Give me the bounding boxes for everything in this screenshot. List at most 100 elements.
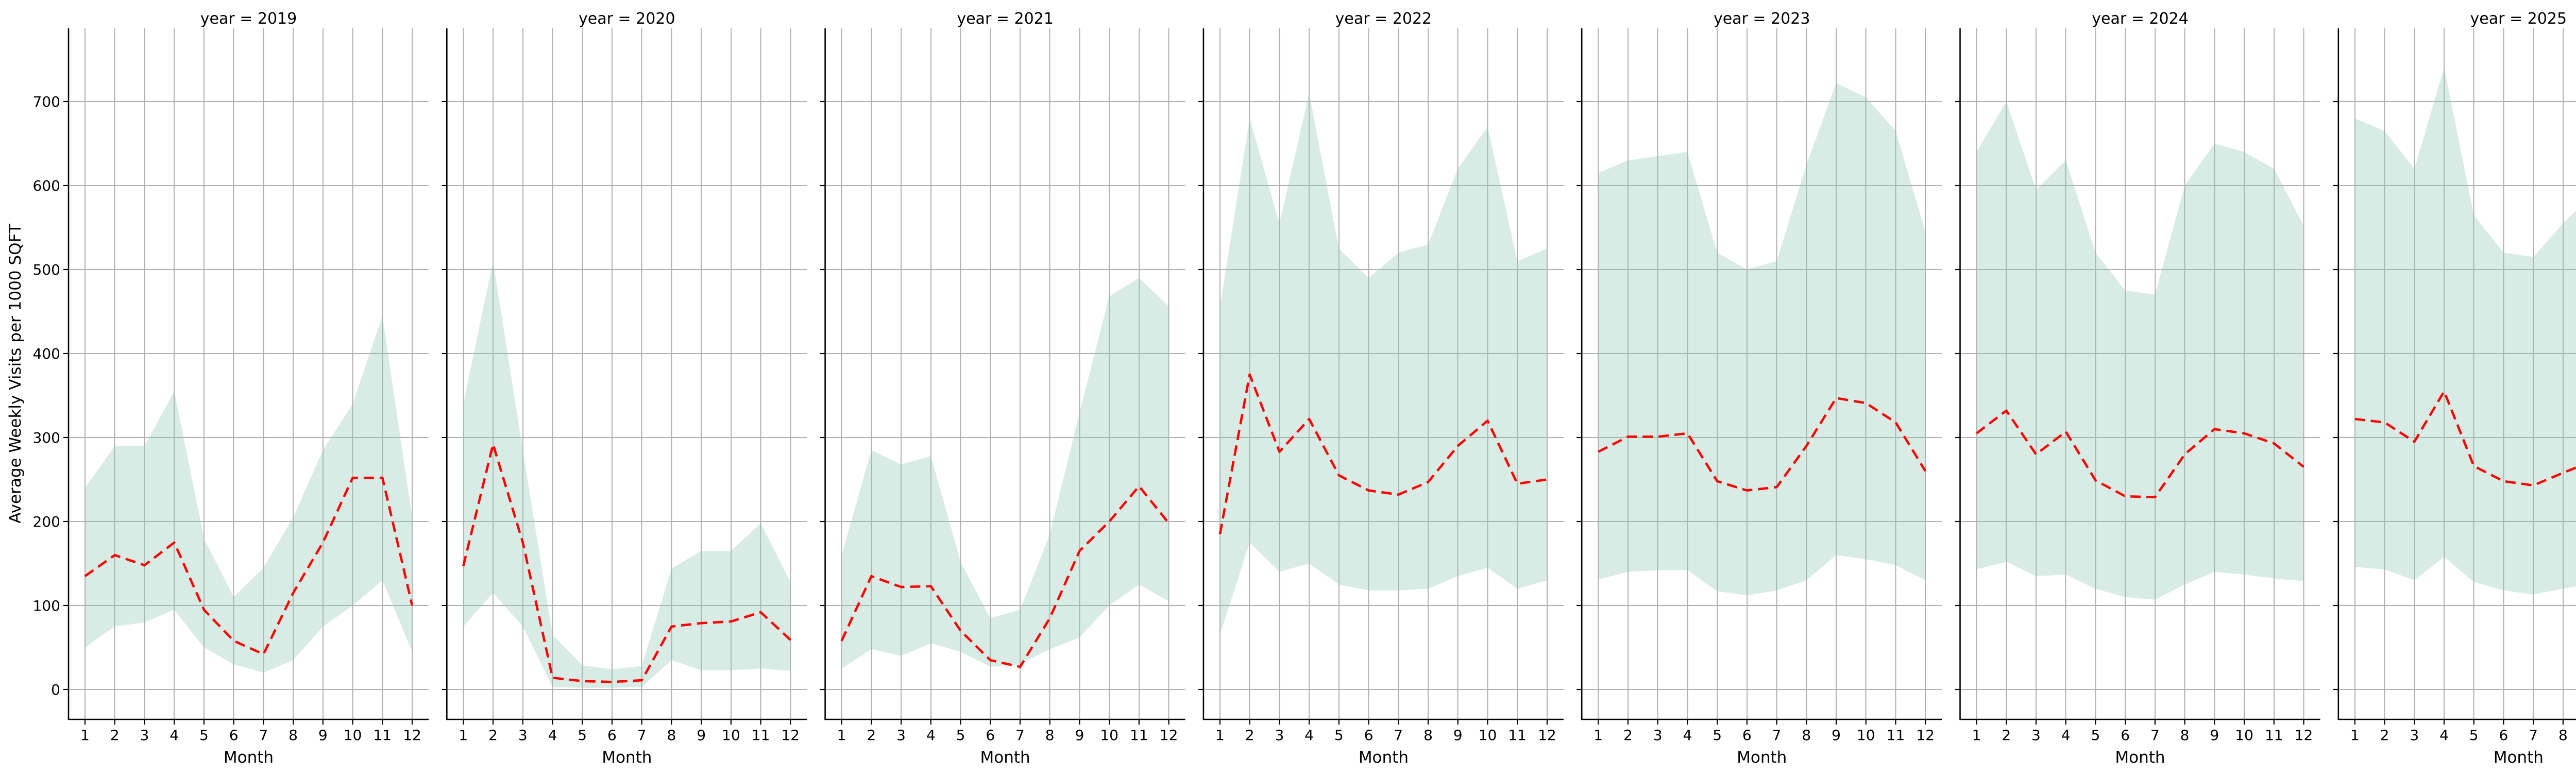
tick-marks-2024 [1955, 100, 2304, 725]
percentile-band-2024 [1976, 102, 2304, 600]
x-tick-label: 6 [2121, 727, 2130, 744]
x-tick-label: 6 [986, 727, 995, 744]
x-axis-label-2019: Month [224, 748, 274, 767]
x-tick-label: 10 [2235, 727, 2253, 744]
x-tick-label: 9 [2210, 727, 2219, 744]
facet-panel-2019: 1 2 3 4 5 6 7 8 9 10 11 120100200300400500600700yea… [33, 10, 429, 767]
tick-marks-2020 [442, 100, 791, 725]
y-tick-labels: 0 100 200 300 400 500 600 700 [33, 93, 60, 698]
tick-marks-2023 [1577, 100, 1926, 725]
y-tick-label: 300 [33, 429, 60, 446]
facet-title-2019: year = 2019 [200, 10, 297, 28]
y-tick-label: 100 [33, 597, 60, 614]
x-tick-labels-2024: 1 2 3 4 5 6 7 8 9 10 11 12 [1972, 727, 2313, 744]
x-tick-label: 12 [1916, 727, 1935, 744]
x-tick-label: 8 [1423, 727, 1433, 744]
x-tick-label: 4 [926, 727, 936, 744]
gridlines-2025 [2338, 28, 2576, 719]
x-tick-label: 5 [2091, 727, 2100, 744]
facet-title-2025: year = 2025 [2470, 10, 2567, 28]
median-line-2019 [84, 476, 414, 656]
gridlines-2023 [1582, 28, 1942, 719]
x-tick-label: 1 [1594, 727, 1603, 744]
x-tick-label: 5 [2469, 727, 2479, 744]
x-tick-labels-2022: 1 2 3 4 5 6 7 8 9 10 11 12 [1215, 727, 1556, 744]
x-tick-label: 6 [1742, 727, 1752, 744]
x-tick-label: 7 [259, 727, 268, 744]
x-tick-label: 12 [781, 727, 800, 744]
x-tick-label: 4 [548, 727, 557, 744]
percentile-band-2019 [85, 315, 412, 673]
facet-title-2024: year = 2024 [2092, 10, 2189, 28]
x-tick-label: 7 [1772, 727, 1782, 744]
gridlines-2024 [1960, 28, 2320, 719]
x-tick-label: 12 [403, 727, 421, 744]
x-tick-label: 3 [896, 727, 906, 744]
x-tick-label: 5 [199, 727, 209, 744]
percentile-band-2022 [1219, 93, 1547, 635]
x-tick-label: 5 [1713, 727, 1722, 744]
facet-title-2023: year = 2023 [1714, 10, 1810, 28]
x-tick-label: 9 [1075, 727, 1084, 744]
tick-marks-2025 [2333, 100, 2564, 725]
x-tick-label: 10 [344, 727, 362, 744]
x-axis-label-2024: Month [2115, 748, 2165, 767]
x-tick-label: 5 [1334, 727, 1344, 744]
x-tick-label: 6 [2499, 727, 2509, 744]
percentile-band-2021 [841, 278, 1169, 669]
x-tick-label: 5 [956, 727, 965, 744]
x-tick-label: 7 [2529, 727, 2538, 744]
x-tick-label: 1 [80, 727, 90, 744]
facet-title-2022: year = 2022 [1335, 10, 1432, 28]
x-tick-label: 12 [1160, 727, 1178, 744]
x-tick-label: 5 [578, 727, 587, 744]
x-tick-label: 2 [2380, 727, 2389, 744]
x-tick-label: 8 [2180, 727, 2190, 744]
x-tick-label: 1 [837, 727, 846, 744]
x-tick-label: 8 [667, 727, 676, 744]
x-tick-label: 4 [170, 727, 179, 744]
x-axis-label-2025: Month [2494, 748, 2544, 767]
tick-marks-2019 [63, 100, 413, 725]
x-tick-label: 11 [1130, 727, 1148, 744]
x-tick-label: 1 [2350, 727, 2360, 744]
x-tick-label: 2 [110, 727, 120, 744]
percentile-band-2025 [2354, 68, 2576, 595]
x-tick-label: 10 [1857, 727, 1875, 744]
x-tick-label: 3 [140, 727, 149, 744]
x-tick-labels-2020: 1 2 3 4 5 6 7 8 9 10 11 12 [459, 727, 800, 744]
x-tick-label: 9 [697, 727, 706, 744]
x-tick-label: 8 [289, 727, 298, 744]
x-tick-label: 2 [1245, 727, 1255, 744]
y-tick-label: 600 [33, 177, 60, 194]
x-tick-label: 3 [518, 727, 528, 744]
x-axis-label-2022: Month [1359, 748, 1409, 767]
x-tick-label: 7 [2150, 727, 2160, 744]
x-tick-label: 3 [1653, 727, 1663, 744]
x-tick-label: 12 [2295, 727, 2313, 744]
x-tick-label: 9 [318, 727, 328, 744]
median-line-2020 [462, 443, 791, 683]
x-tick-label: 1 [1972, 727, 1981, 744]
x-axis-label-2020: Month [602, 748, 652, 767]
y-tick-label: 400 [33, 345, 60, 362]
x-tick-label: 11 [1508, 727, 1527, 744]
x-tick-label: 4 [2061, 727, 2071, 744]
x-tick-label: 3 [2410, 727, 2419, 744]
x-tick-labels-2023: 1 2 3 4 5 6 7 8 9 10 11 12 [1594, 727, 1935, 744]
median-line-2021 [840, 485, 1170, 668]
x-tick-label: 8 [1045, 727, 1055, 744]
x-tick-label: 6 [1364, 727, 1374, 744]
x-tick-label: 10 [1100, 727, 1118, 744]
x-tick-label: 10 [722, 727, 740, 744]
x-tick-label: 2 [488, 727, 498, 744]
y-tick-label: 700 [33, 93, 60, 110]
gridlines-2019 [69, 28, 429, 719]
